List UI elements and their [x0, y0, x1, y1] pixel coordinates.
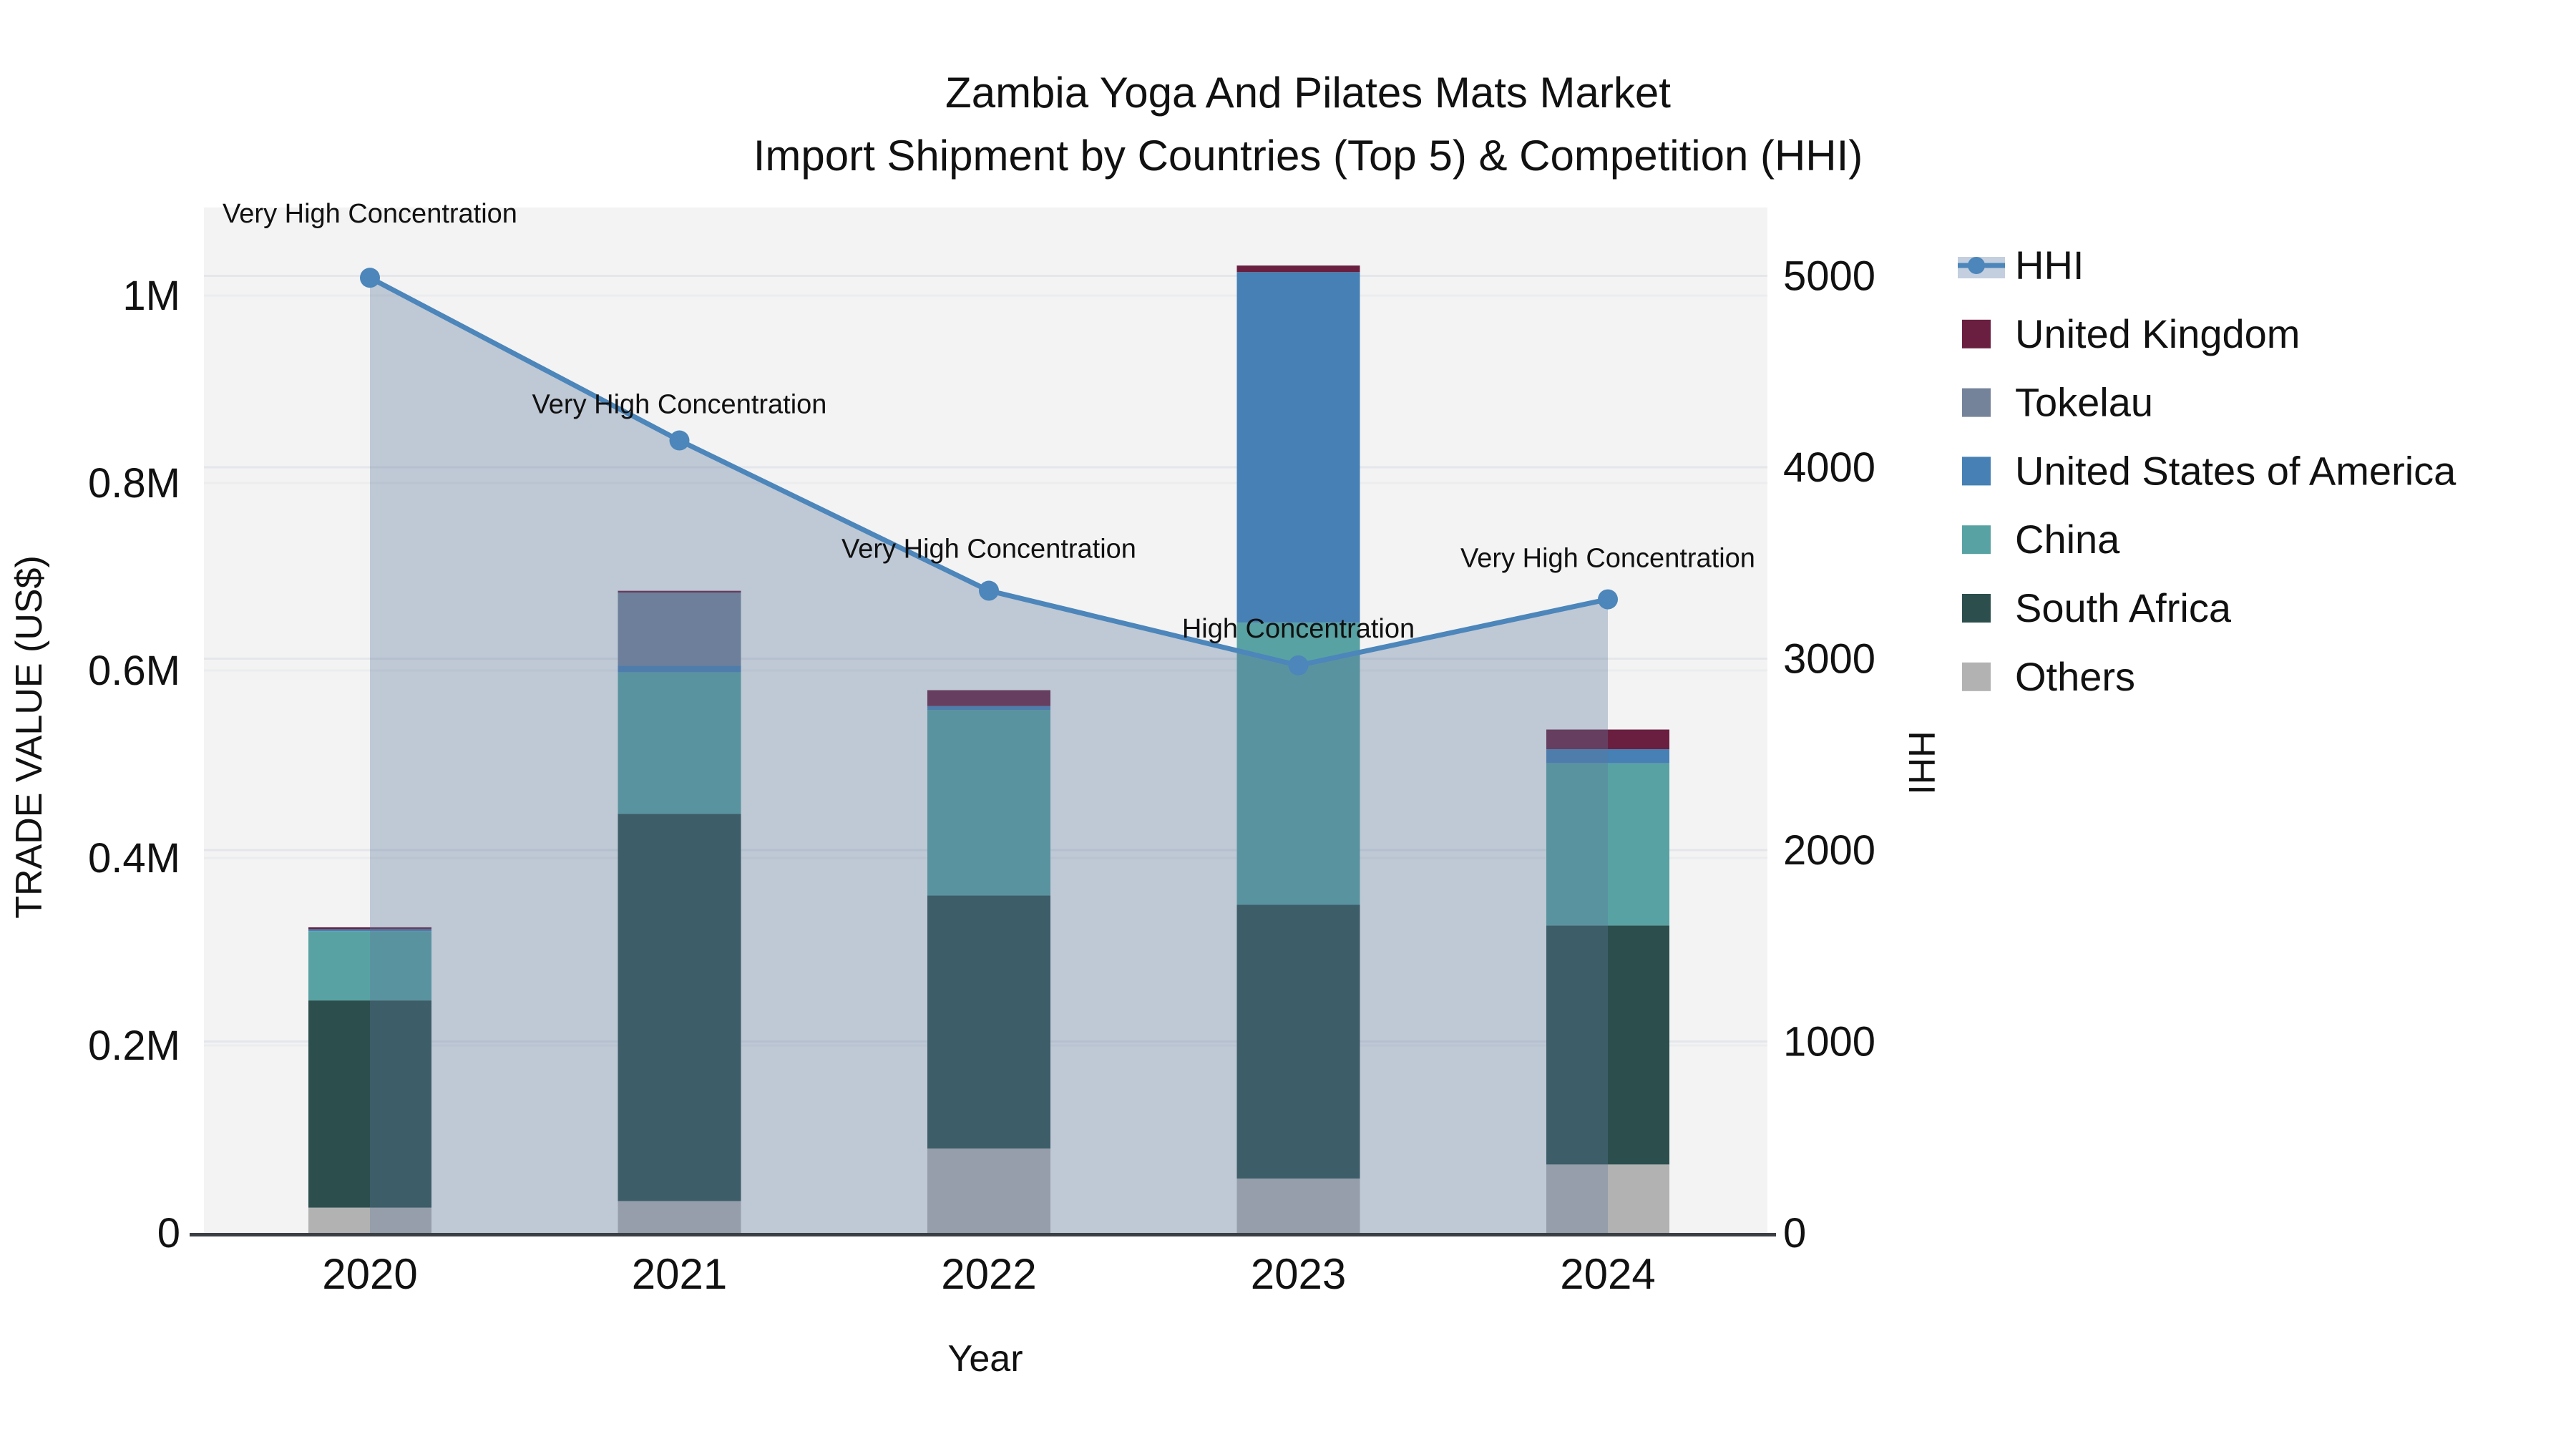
bar-2022-united-kingdom	[927, 690, 1050, 706]
x-axis-line	[190, 1233, 1776, 1236]
y-tick-label-0.6M: 0.6M	[88, 648, 180, 694]
legend-swatch-others	[1962, 662, 1991, 691]
legend-item-others: Others	[1962, 654, 2135, 699]
legend-label-china: China	[2015, 517, 2120, 562]
bar-2021-united-kingdom	[618, 590, 741, 593]
y-axis-title: TRADE VALUE (US$)	[9, 555, 50, 919]
y-tick-label-0.8M: 0.8M	[88, 460, 180, 507]
bar-2024-united-kingdom	[1546, 729, 1669, 750]
legend-item-united-states-of-america: United States of America	[1962, 448, 2457, 493]
legend-swatch-south-africa	[1962, 594, 1991, 623]
hhi-annotation-2022: Very High Concentration	[841, 535, 1136, 565]
bar-2023-united-states-of-america	[1236, 272, 1360, 623]
bar-2021-others	[618, 1201, 741, 1233]
bar-2024-others	[1546, 1164, 1669, 1233]
bar-2022-others	[927, 1148, 1050, 1233]
legend-item-south-africa: South Africa	[1962, 585, 2232, 630]
bar-2021-south-africa	[618, 814, 741, 1201]
hhi-area-fill	[370, 278, 1608, 1233]
legend-label-united-states-of-america: United States of America	[2015, 448, 2457, 493]
legend-item-china: China	[1962, 517, 2120, 562]
bar-2020-united-kingdom	[308, 927, 431, 930]
y2-tick-label-1000: 1000	[1783, 1019, 1875, 1065]
x-tick-label-2022: 2022	[941, 1250, 1036, 1298]
y2-tick-label-5000: 5000	[1783, 253, 1875, 300]
bar-2021-united-states-of-america	[618, 665, 741, 673]
y2-tick-label-4000: 4000	[1783, 444, 1875, 491]
hhi-point-2023	[1288, 655, 1309, 675]
x-tick-label-2021: 2021	[632, 1250, 727, 1298]
bar-2020-united-states-of-america	[308, 929, 431, 932]
chart-title-line1: Zambia Yoga And Pilates Mats Market	[945, 69, 1671, 117]
x-tick-label-2024: 2024	[1560, 1250, 1655, 1298]
y2-tick-label-0: 0	[1783, 1210, 1806, 1257]
legend-swatch-china	[1962, 525, 1991, 555]
legend-item-united-kingdom: United Kingdom	[1962, 311, 2300, 356]
bar-2023-others	[1236, 1179, 1360, 1233]
hhi-annotation-2024: Very High Concentration	[1460, 544, 1755, 574]
bar-2023-united-kingdom	[1236, 265, 1360, 273]
bar-2021-china	[618, 672, 741, 814]
bar-2024-china	[1546, 763, 1669, 926]
legend-swatch-tokelau	[1962, 388, 1991, 417]
hhi-annotation-2020: Very High Concentration	[223, 199, 517, 229]
bar-2020-china	[308, 931, 431, 1001]
legend-label-tokelau: Tokelau	[2015, 380, 2153, 425]
bar-2022-united-states-of-america	[927, 706, 1050, 711]
hhi-point-2021	[669, 430, 690, 451]
bar-2022-south-africa	[927, 895, 1050, 1149]
legend-swatch-united-states-of-america	[1962, 457, 1991, 486]
bar-2020-south-africa	[308, 1000, 431, 1208]
bar-2022-china	[927, 710, 1050, 896]
hhi-annotation-2023: High Concentration	[1182, 614, 1415, 644]
hhi-annotation-2021: Very High Concentration	[532, 390, 827, 420]
hhi-point-2022	[979, 580, 999, 601]
bar-2024-united-states-of-america	[1546, 749, 1669, 763]
bar-2021-tokelau	[618, 592, 741, 666]
hhi-point-2020	[360, 268, 380, 288]
legend-label-hhi: HHI	[2015, 243, 2084, 288]
legend-item-tokelau: Tokelau	[1962, 380, 2153, 425]
legend-label-united-kingdom: United Kingdom	[2015, 311, 2300, 356]
y-tick-label-1M: 1M	[122, 273, 180, 319]
legend-label-south-africa: South Africa	[2015, 585, 2232, 630]
y-tick-label-0.2M: 0.2M	[88, 1023, 180, 1069]
y-tick-label-0: 0	[157, 1210, 180, 1257]
chart-render-root: Very High Concentration Very High Concent…	[88, 199, 2457, 1298]
legend-label-others: Others	[2015, 654, 2135, 699]
x-tick-label-2023: 2023	[1251, 1250, 1346, 1298]
legend-hhi-marker	[1968, 257, 1985, 274]
legend-item-hhi: HHI	[1958, 243, 2084, 288]
bar-2020-others	[308, 1207, 431, 1233]
y2-axis-title: HHI	[1901, 731, 1942, 795]
x-axis-title: Year	[947, 1338, 1023, 1380]
y2-tick-label-3000: 3000	[1783, 636, 1875, 683]
chart-title-line2: Import Shipment by Countries (Top 5) & C…	[753, 132, 1863, 180]
hhi-point-2024	[1598, 589, 1618, 610]
bar-2024-south-africa	[1546, 925, 1669, 1165]
bar-2023-south-africa	[1236, 904, 1360, 1179]
y2-tick-label-2000: 2000	[1783, 827, 1875, 874]
y-tick-label-0.4M: 0.4M	[88, 835, 180, 882]
legend-swatch-united-kingdom	[1962, 319, 1991, 348]
x-tick-label-2020: 2020	[322, 1250, 417, 1298]
